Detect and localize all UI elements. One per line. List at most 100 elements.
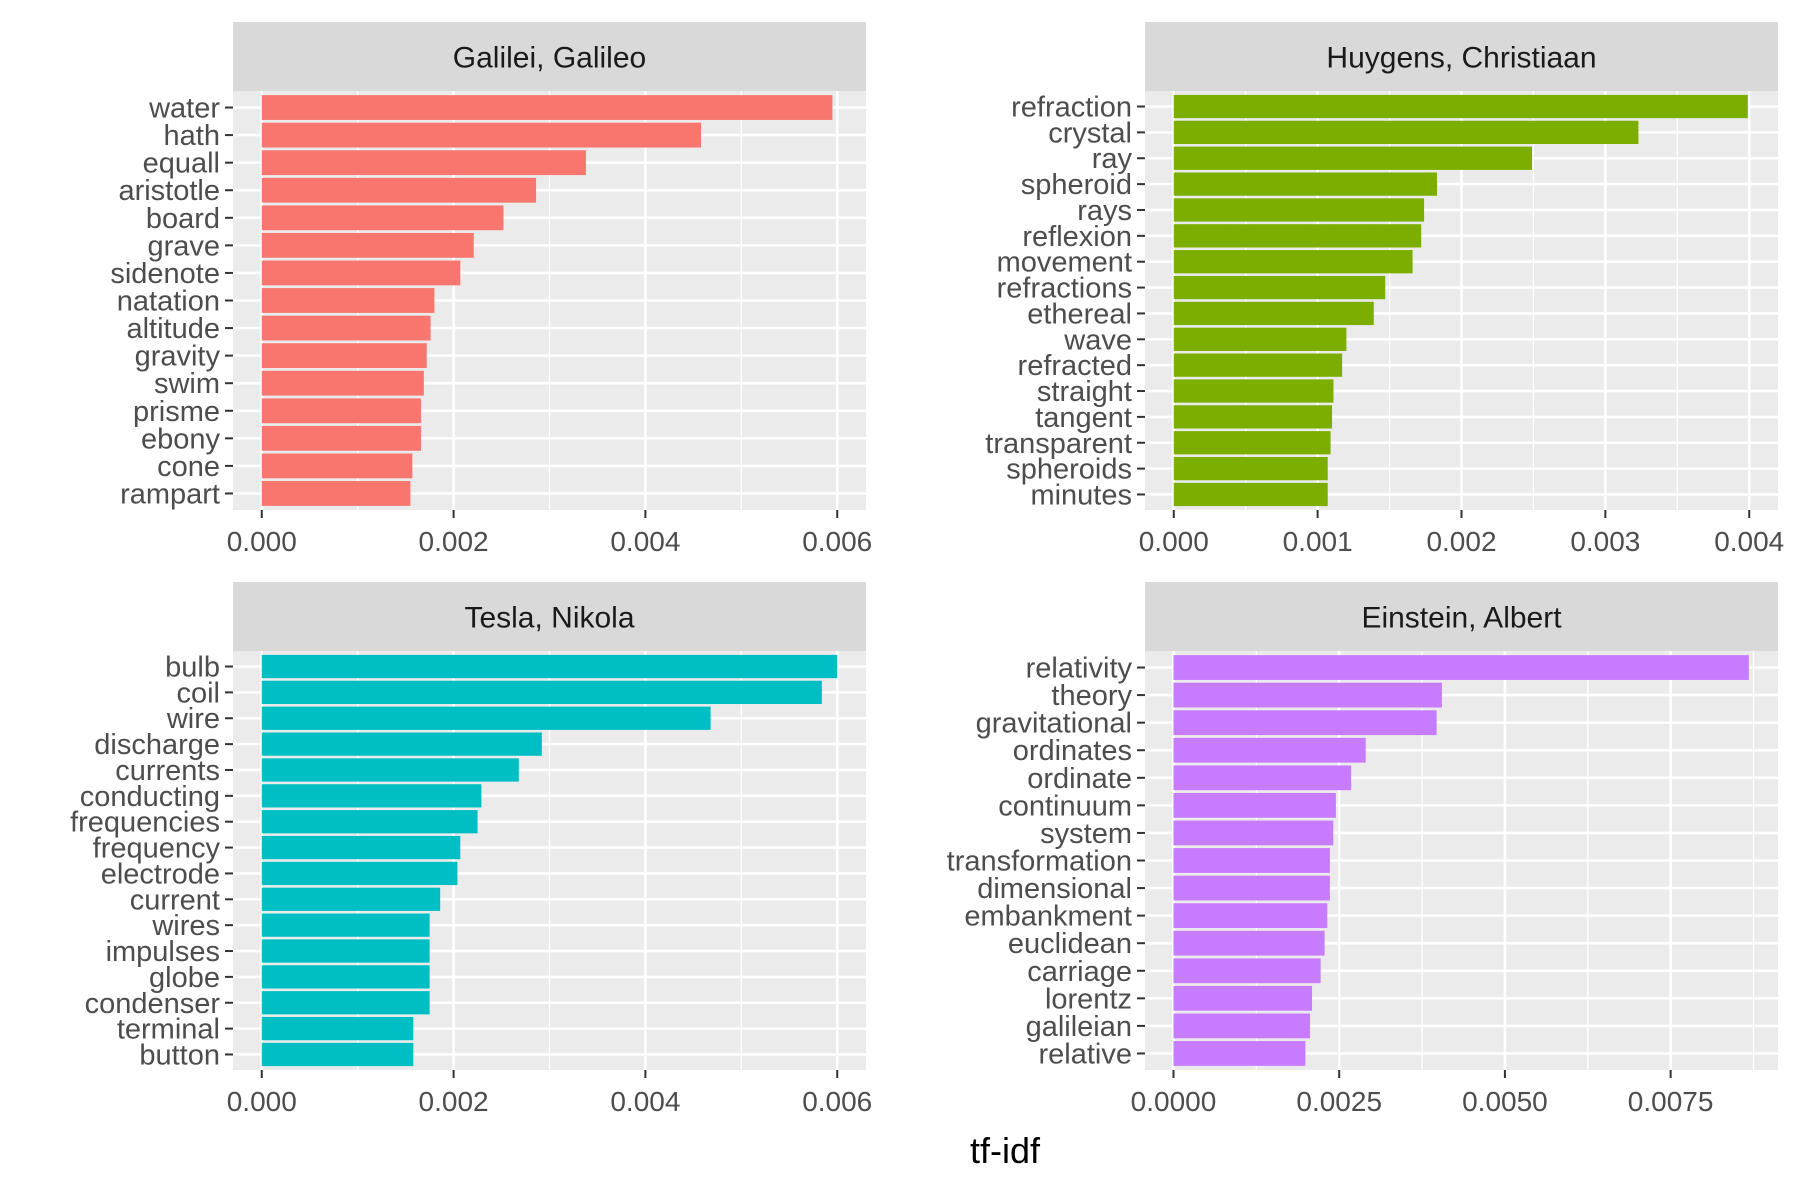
y-tick-label: refractions xyxy=(997,273,1132,305)
bar-spheroids xyxy=(1173,456,1328,481)
y-tick-label: carriage xyxy=(1027,956,1132,988)
bar-ethereal xyxy=(1173,301,1374,326)
y-tick-label: cone xyxy=(157,451,220,483)
y-tick-label: relativity xyxy=(1026,653,1133,685)
y-tick-label: bulb xyxy=(165,652,220,684)
bar-galileian xyxy=(1173,1013,1311,1039)
y-tick-label: spheroid xyxy=(1021,169,1132,201)
x-tick-label: 0.002 xyxy=(419,1086,489,1117)
x-tick-label: 0.0050 xyxy=(1462,1086,1548,1117)
y-tick-label: button xyxy=(139,1039,220,1071)
bar-refracted xyxy=(1173,353,1343,377)
bar-refraction xyxy=(1173,94,1748,119)
y-tick-label: ebony xyxy=(141,423,221,455)
y-tick-label: ordinates xyxy=(1013,735,1132,767)
bar-terminal xyxy=(261,1016,414,1041)
bar-gravitational xyxy=(1173,710,1437,736)
bar-frequencies xyxy=(261,810,478,834)
x-tick-label: 0.0075 xyxy=(1628,1086,1714,1117)
facet-title: Einstein, Albert xyxy=(1361,602,1562,635)
y-tick-label: relative xyxy=(1039,1038,1133,1070)
y-tick-label: crystal xyxy=(1048,117,1132,149)
bar-altitude xyxy=(261,315,431,341)
bar-system xyxy=(1173,820,1334,846)
x-tick-label: 0.002 xyxy=(1426,526,1496,557)
bar-ordinate xyxy=(1173,765,1352,791)
bar-water xyxy=(261,95,833,120)
bar-grave xyxy=(261,232,474,258)
bar-continuum xyxy=(1173,792,1336,818)
bar-sidenote xyxy=(261,260,461,286)
y-tick-label: euclidean xyxy=(1008,928,1132,960)
y-tick-label: wires xyxy=(151,910,220,942)
y-tick-label: lorentz xyxy=(1045,983,1132,1015)
bar-swim xyxy=(261,370,424,396)
bar-movement xyxy=(1173,250,1413,274)
y-tick-label: theory xyxy=(1051,680,1132,712)
bar-rays xyxy=(1173,198,1425,222)
facet-strip xyxy=(1145,582,1778,651)
y-tick-label: gravity xyxy=(135,341,221,373)
y-tick-label: natation xyxy=(117,286,220,318)
facet-title: Tesla, Nikola xyxy=(464,602,634,635)
bar-hath xyxy=(261,122,702,148)
bar-ordinates xyxy=(1173,737,1366,763)
bar-discharge xyxy=(261,732,542,756)
y-tick-label: conducting xyxy=(80,781,220,813)
bar-coil xyxy=(261,680,822,705)
y-tick-label: dimensional xyxy=(977,873,1132,905)
x-tick-label: 0.001 xyxy=(1283,526,1353,557)
bar-electrode xyxy=(261,861,458,886)
facet-panel: relativitytheorygravitationalordinatesor… xyxy=(947,582,1778,1117)
bar-wires xyxy=(261,913,430,937)
x-tick-label: 0.0000 xyxy=(1131,1086,1217,1117)
x-tick-label: 0.004 xyxy=(610,526,680,557)
y-tick-label: spheroids xyxy=(1006,454,1132,486)
y-tick-label: tangent xyxy=(1035,402,1132,434)
bar-lorentz xyxy=(1173,985,1313,1011)
x-tick-label: 0.002 xyxy=(419,526,489,557)
y-tick-label: equall xyxy=(143,148,220,180)
bar-euclidean xyxy=(1173,930,1325,956)
bar-ebony xyxy=(261,425,421,451)
y-tick-label: electrode xyxy=(101,858,220,890)
y-tick-label: galileian xyxy=(1026,1011,1132,1043)
y-tick-label: reflexion xyxy=(1022,221,1132,253)
bar-transformation xyxy=(1173,848,1330,873)
y-tick-label: ray xyxy=(1092,143,1133,175)
y-tick-label: impulses xyxy=(106,936,220,968)
bar-spheroid xyxy=(1173,172,1438,196)
x-tick-label: 0.003 xyxy=(1570,526,1640,557)
bar-gravity xyxy=(261,343,427,369)
bar-carriage xyxy=(1173,958,1321,984)
bar-embankment xyxy=(1173,903,1328,929)
y-tick-label: coil xyxy=(176,677,220,709)
y-tick-label: continuum xyxy=(998,790,1132,822)
y-tick-label: ethereal xyxy=(1027,298,1132,330)
bar-bulb xyxy=(261,654,838,679)
y-tick-label: currents xyxy=(115,755,220,787)
facet-strip xyxy=(1145,22,1778,91)
x-tick-label: 0.0025 xyxy=(1296,1086,1382,1117)
y-tick-label: board xyxy=(146,203,220,235)
bar-ray xyxy=(1173,146,1532,170)
bar-aristotle xyxy=(261,177,537,203)
facet-panel: bulbcoilwiredischargecurrentsconductingf… xyxy=(70,582,872,1117)
bar-conducting xyxy=(261,784,482,808)
bar-crystal xyxy=(1173,120,1639,145)
x-tick-label: 0.000 xyxy=(227,526,297,557)
bar-current xyxy=(261,887,441,911)
bar-currents xyxy=(261,758,519,782)
y-tick-label: condenser xyxy=(85,988,221,1020)
x-axis-title: tf-idf xyxy=(970,1130,1041,1171)
bar-impulses xyxy=(261,939,430,963)
bar-minutes xyxy=(1173,482,1328,507)
x-tick-label: 0.000 xyxy=(227,1086,297,1117)
x-tick-label: 0.004 xyxy=(1714,526,1784,557)
facet-panel: waterhathequallaristotleboardgravesideno… xyxy=(110,22,872,557)
y-tick-label: swim xyxy=(154,368,220,400)
y-tick-label: globe xyxy=(149,962,220,994)
y-tick-label: refracted xyxy=(1018,350,1132,382)
y-tick-label: grave xyxy=(147,230,220,262)
y-tick-label: discharge xyxy=(94,729,220,761)
